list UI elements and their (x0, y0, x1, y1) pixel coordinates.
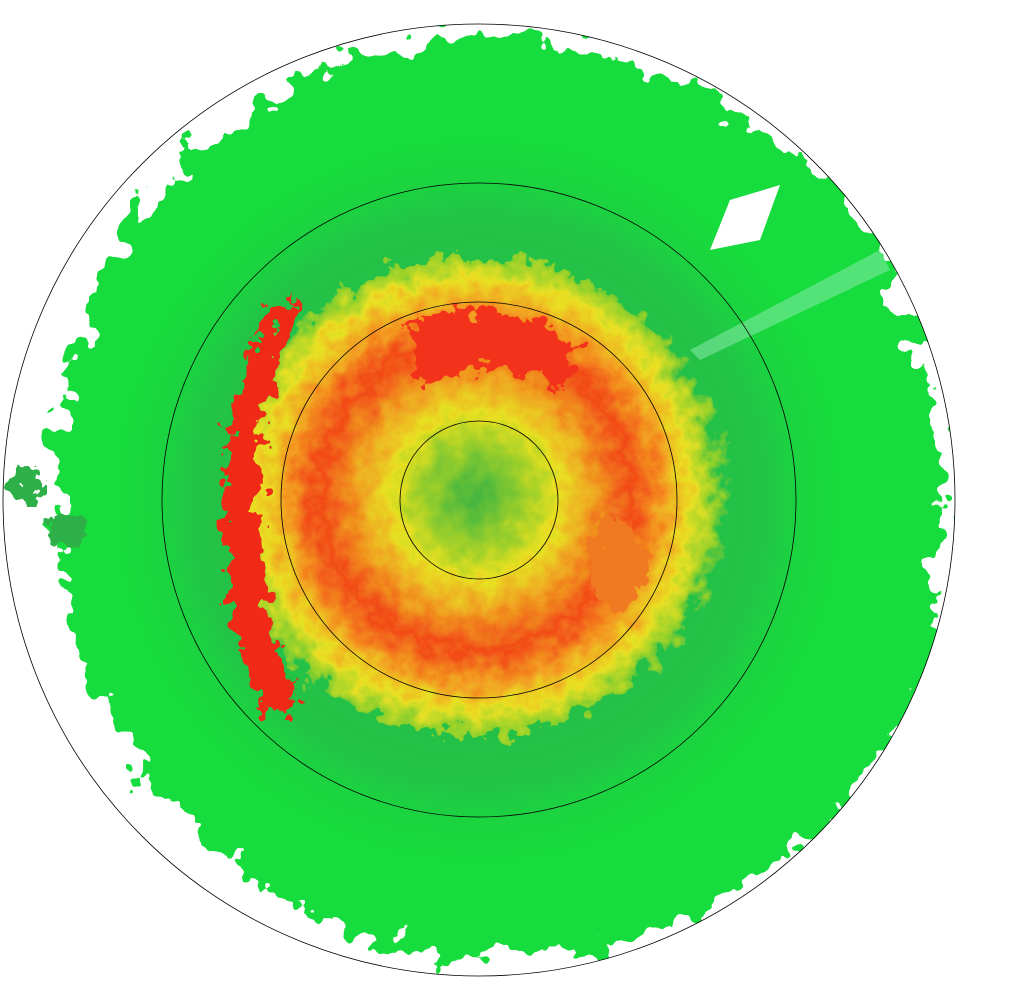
streak (690, 250, 890, 360)
north-cell (410, 310, 580, 390)
range-ring (161, 182, 797, 818)
intense-ring (225, 255, 725, 735)
outlier-cell (7, 467, 43, 503)
echo-field (7, 39, 942, 959)
east-cell (590, 510, 648, 611)
range-ring (280, 301, 678, 699)
range-ring (399, 420, 559, 580)
range-rings (2, 23, 956, 977)
outlier-cell (48, 512, 92, 544)
range-ring (2, 23, 956, 977)
gap (710, 185, 780, 250)
left-band (224, 300, 300, 720)
